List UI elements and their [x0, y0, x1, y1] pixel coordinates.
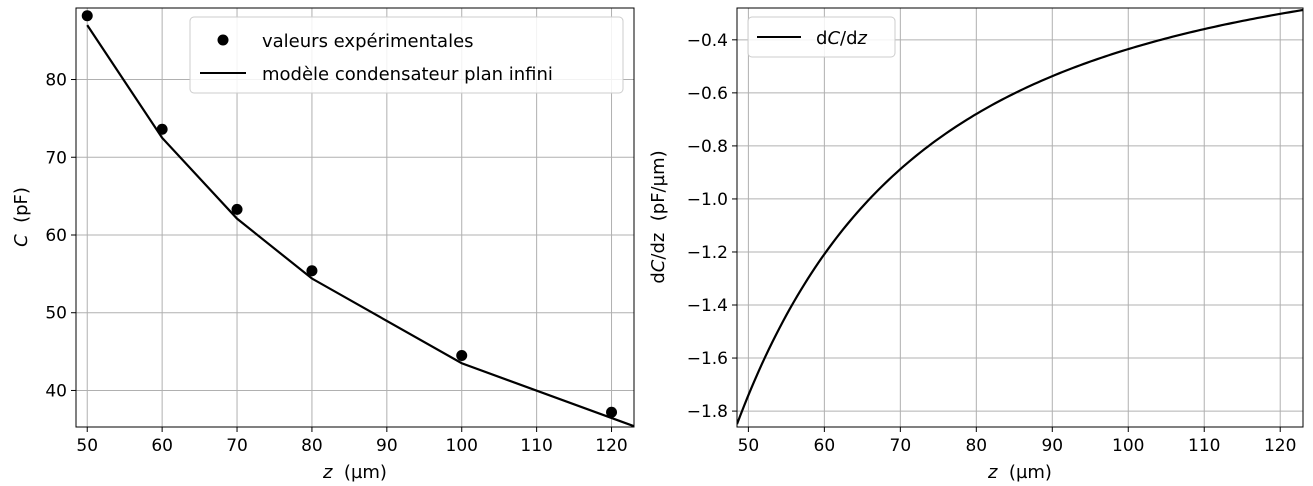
x-tick-label: 50: [76, 436, 98, 456]
right-x-axis-unit: (µm): [997, 462, 1051, 483]
x-tick-label: 100: [1112, 436, 1144, 456]
x-tick-label: 80: [965, 436, 987, 456]
x-tick-label: 60: [814, 436, 836, 456]
right-y-axis-unit: /dz (pF/µm): [648, 150, 669, 259]
right-x-axis-var: z: [987, 462, 998, 483]
left-legend: valeurs expérimentales modèle condensate…: [189, 16, 624, 94]
right-ticks: 50 60 70 80 90 100 110 120 −1.8 −1.6 −1.4 −1.2 −1.0 −…: [687, 31, 1297, 456]
x-tick-label: 60: [151, 436, 173, 456]
y-tick-label: −0.8: [687, 137, 728, 157]
left-x-axis-unit: (µm): [332, 462, 386, 483]
left-y-axis-title: C (pF): [11, 187, 32, 247]
x-tick-label: 70: [890, 436, 912, 456]
legend-dcdz-pre: d: [816, 28, 827, 49]
y-tick-label: 80: [45, 71, 67, 91]
experimental-point: [231, 203, 243, 215]
y-tick-label: 40: [45, 381, 67, 401]
x-tick-label: 110: [1188, 436, 1220, 456]
left-y-axis-var: C: [11, 234, 32, 247]
x-tick-label: 120: [1264, 436, 1296, 456]
right-series: [737, 8, 1303, 425]
right-chart: 50 60 70 80 90 100 110 120 −1.8 −1.6 −1.4 −1.2 −1.0 −…: [648, 7, 1304, 483]
right-y-axis-var: C: [648, 259, 669, 272]
left-ticks: 50 60 70 80 90 100 110 120 40 50 60 70 80: [45, 71, 627, 456]
x-tick-label: 110: [520, 436, 552, 456]
right-y-axis-title: dC/dz (pF/µm): [648, 150, 669, 283]
x-tick-label: 120: [595, 436, 627, 456]
y-tick-label: −0.4: [687, 31, 728, 51]
y-tick-label: −1.0: [687, 190, 728, 210]
left-legend-box: [189, 16, 624, 94]
legend-dcdz-var2: z: [857, 28, 868, 49]
x-tick-label: 80: [301, 436, 323, 456]
legend-dcdz-var: C: [827, 28, 840, 49]
left-series: [81, 10, 634, 427]
y-tick-label: −1.6: [687, 349, 728, 369]
y-tick-label: −1.2: [687, 243, 728, 263]
experimental-point: [81, 10, 93, 22]
y-tick-label: −0.6: [687, 84, 728, 104]
legend-dcdz-mid: /d: [840, 28, 858, 49]
experimental-point: [456, 349, 468, 361]
x-tick-label: 50: [738, 436, 760, 456]
right-legend-box: [747, 16, 896, 58]
experimental-point: [606, 406, 618, 418]
left-y-axis-unit: (pF): [11, 187, 32, 234]
right-y-axis-pre: d: [648, 272, 669, 283]
legend-label-model: modèle condensateur plan infini: [262, 64, 553, 85]
experimental-point: [156, 123, 168, 135]
y-tick-label: −1.4: [687, 296, 728, 316]
y-tick-label: 50: [45, 304, 67, 324]
x-tick-label: 70: [226, 436, 248, 456]
left-plot-frame: [75, 7, 635, 428]
right-x-axis-title: z (µm): [987, 462, 1052, 483]
legend-label-dcdz: dC/dz: [816, 28, 868, 49]
experimental-point: [306, 265, 318, 277]
left-x-axis-title: z (µm): [322, 462, 387, 483]
x-tick-label: 90: [1041, 436, 1063, 456]
model-line: [86, 24, 634, 427]
x-tick-label: 90: [376, 436, 398, 456]
right-legend: dC/dz: [747, 16, 896, 58]
y-tick-label: 60: [45, 226, 67, 246]
right-grid: [737, 8, 1303, 427]
legend-label-experimental: valeurs expérimentales: [262, 31, 474, 52]
left-chart: 50 60 70 80 90 100 110 120 40 50 60 70 80 z (µm) C (…: [11, 7, 635, 483]
y-tick-label: 70: [45, 148, 67, 168]
y-tick-label: −1.8: [687, 402, 728, 422]
x-tick-label: 100: [446, 436, 478, 456]
right-plot-frame: [736, 7, 1304, 428]
dcdz-curve: [737, 8, 1303, 425]
legend-marker-experimental: [217, 34, 229, 46]
left-x-axis-var: z: [322, 462, 333, 483]
